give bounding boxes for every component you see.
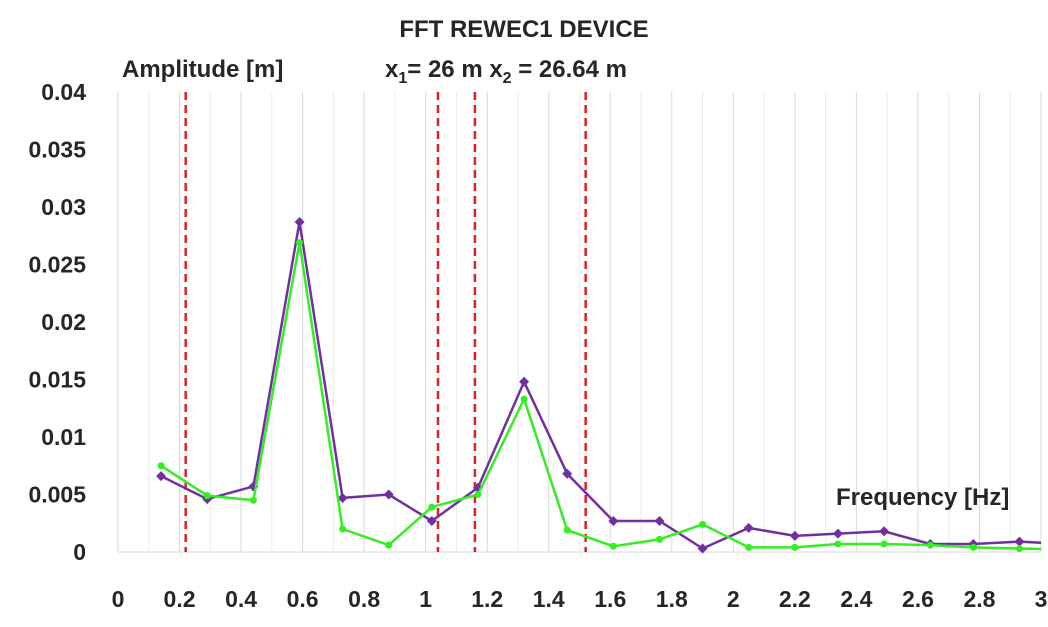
x-tick-label: 3 <box>1035 586 1048 612</box>
x-tick-label: 2.8 <box>963 586 995 612</box>
x-tick-label: 0.4 <box>225 586 257 612</box>
y-tick-label: 0.01 <box>41 424 86 450</box>
data-point-2 <box>296 239 304 247</box>
subtitle-part-a: x <box>385 56 399 83</box>
x-tick-label: 2 <box>727 586 740 612</box>
data-point-1 <box>294 216 305 227</box>
x-tick-label: 2.4 <box>840 586 872 612</box>
data-point-2 <box>969 543 977 551</box>
data-point-2 <box>385 541 393 549</box>
data-point-2 <box>926 541 934 549</box>
data-point-2 <box>834 540 842 548</box>
y-tick-label: 0.03 <box>41 194 86 220</box>
data-point-1 <box>697 543 708 554</box>
data-point-1 <box>654 515 665 526</box>
data-point-2 <box>745 543 753 551</box>
data-point-2 <box>655 535 663 543</box>
x-axis-label: Frequency [Hz] <box>836 484 1010 511</box>
x-tick-label: 2.6 <box>902 586 934 612</box>
y-tick-label: 0 <box>73 539 86 565</box>
y-tick-label: 0.02 <box>41 309 86 335</box>
data-point-1 <box>519 376 530 387</box>
data-point-1 <box>879 526 890 537</box>
data-point-2 <box>880 540 888 548</box>
data-point-1 <box>562 468 573 479</box>
data-point-1 <box>832 528 843 539</box>
y-tick-label: 0.015 <box>28 367 86 393</box>
data-point-2 <box>339 525 347 533</box>
data-point-2 <box>699 520 707 528</box>
chart-subtitle: x1= 26 m x2 = 26.64 m <box>385 56 627 88</box>
data-point-1 <box>156 471 167 482</box>
y-tick-label: 0.005 <box>28 482 86 508</box>
data-point-1 <box>608 515 619 526</box>
y-axis-label: Amplitude [m] <box>122 56 284 83</box>
y-tick-label: 0.025 <box>28 252 86 278</box>
data-point-1 <box>743 522 754 533</box>
x-tick-label: 0.8 <box>348 586 380 612</box>
x-tick-label: 1.8 <box>656 586 688 612</box>
y-tick-label: 0.035 <box>28 137 86 163</box>
data-point-1 <box>426 515 437 526</box>
data-point-2 <box>474 491 482 498</box>
x-tick-label: 0.6 <box>287 586 319 612</box>
data-point-2 <box>563 526 571 534</box>
data-point-2 <box>609 542 617 550</box>
x-tick-label: 0.2 <box>164 586 196 612</box>
data-point-2 <box>1015 545 1023 553</box>
data-point-2 <box>428 503 436 511</box>
x-tick-label: 0 <box>112 586 125 612</box>
y-tick-label: 0.04 <box>41 79 86 105</box>
x-tick-label: 1.6 <box>594 586 626 612</box>
data-point-2 <box>520 395 528 403</box>
chart-title: FFT REWEC1 DEVICE <box>399 16 649 43</box>
data-point-2 <box>791 543 799 551</box>
subtitle-part-b: = 26 m x <box>407 56 503 83</box>
subtitle-sub-1: 1 <box>398 69 408 87</box>
data-point-1 <box>1014 536 1025 547</box>
subtitle-part-c: = 26.64 m <box>511 56 627 83</box>
x-tick-label: 1.2 <box>471 586 503 612</box>
data-point-2 <box>249 496 257 504</box>
x-tick-label: 1 <box>419 586 432 612</box>
data-point-2 <box>203 492 211 500</box>
x-tick-label: 1.4 <box>533 586 565 612</box>
data-point-1 <box>337 492 348 503</box>
data-point-2 <box>157 462 165 470</box>
subtitle-sub-2: 2 <box>502 69 512 87</box>
data-point-1 <box>789 530 800 541</box>
data-point-1 <box>383 489 394 500</box>
x-tick-label: 2.2 <box>779 586 811 612</box>
